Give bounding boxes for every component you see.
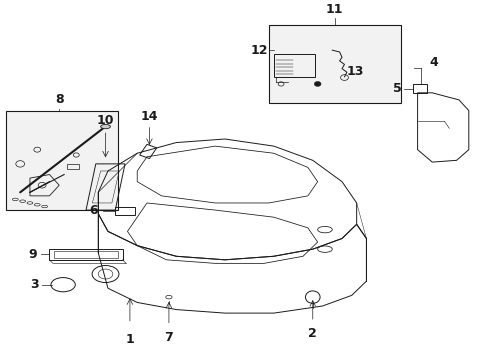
- Text: 8: 8: [55, 93, 63, 106]
- Text: 10: 10: [97, 113, 114, 127]
- Text: 6: 6: [89, 204, 98, 217]
- FancyBboxPatch shape: [268, 25, 400, 103]
- Text: 2: 2: [308, 327, 317, 340]
- Ellipse shape: [101, 125, 110, 129]
- Text: 5: 5: [392, 82, 401, 95]
- Text: 1: 1: [125, 333, 134, 346]
- Text: 13: 13: [346, 65, 364, 78]
- Text: 14: 14: [141, 110, 158, 123]
- Text: 7: 7: [164, 331, 173, 344]
- Text: 4: 4: [429, 56, 438, 69]
- Text: 11: 11: [325, 4, 343, 17]
- Text: 9: 9: [29, 248, 37, 261]
- Circle shape: [314, 81, 321, 86]
- Text: 3: 3: [30, 278, 39, 291]
- FancyBboxPatch shape: [5, 111, 118, 210]
- Text: 12: 12: [250, 44, 267, 57]
